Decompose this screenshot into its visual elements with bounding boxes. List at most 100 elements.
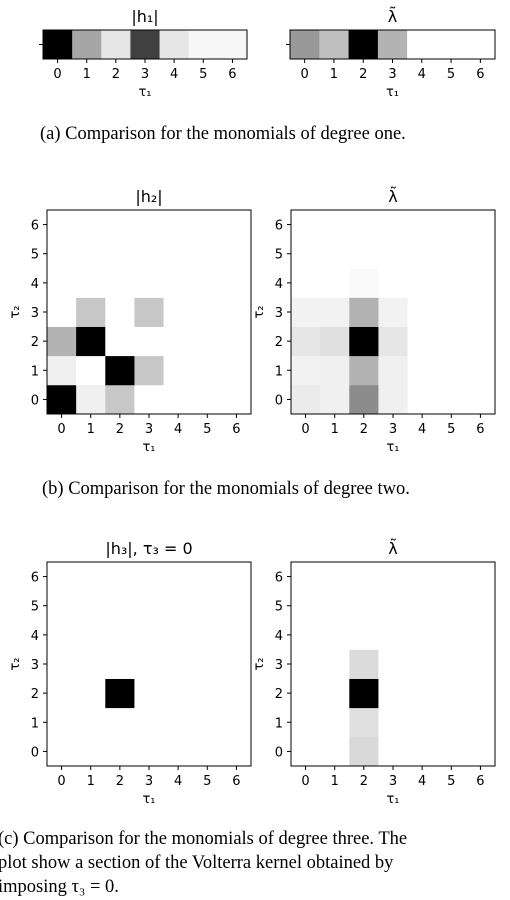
heatmap-cell (291, 210, 321, 240)
heatmap-cell (407, 736, 438, 767)
heatmap-cell (163, 591, 194, 621)
x-tick-label: 3 (388, 67, 396, 82)
heatmap-cell (407, 562, 438, 592)
heatmap-cell (221, 239, 252, 269)
heatmap-cell (407, 707, 438, 738)
x-tick-label: 3 (145, 774, 153, 789)
heatmap-cell (134, 268, 164, 298)
y-tick-label: 1 (275, 364, 283, 379)
heatmap-cell (47, 239, 77, 269)
panel-title: |h₂| (135, 187, 162, 206)
y-tick-label: 6 (31, 219, 39, 234)
heatmap-cell (407, 239, 438, 269)
heatmap-cell (436, 326, 467, 357)
x-tick-label: 3 (389, 422, 397, 437)
heatmap-cell (192, 736, 223, 767)
heatmap-cell (291, 736, 321, 767)
x-tick-label: 0 (57, 422, 65, 437)
heatmap-cell (319, 30, 349, 60)
y-tick-label: 5 (275, 600, 283, 615)
heatmap-cell (105, 326, 135, 357)
heatmap-cell (159, 30, 190, 60)
x-tick-label: 3 (389, 774, 397, 789)
heatmap-cell (407, 620, 438, 650)
heatmap-cell (378, 620, 408, 650)
y-tick-label: 4 (31, 629, 39, 644)
y-tick-label: 3 (31, 658, 39, 673)
heatmap-cell (291, 384, 321, 415)
heatmap-cell (192, 297, 223, 327)
heatmap-cell (407, 649, 438, 679)
x-axis-label: τ₁ (142, 440, 155, 455)
y-tick-label: 4 (275, 277, 283, 292)
heatmap-cell (320, 620, 350, 650)
heatmap-cell (320, 707, 350, 738)
heatmap-cell (163, 268, 194, 298)
heatmap-cell (76, 384, 106, 415)
heatmap-cell (47, 649, 77, 679)
x-tick-label: 3 (141, 67, 149, 82)
heatmap-cell (163, 649, 194, 679)
heatmap-cell (192, 620, 223, 650)
heatmap-cell (349, 326, 379, 357)
heatmap-cell (436, 384, 467, 415)
heatmap-cell (465, 620, 496, 650)
heatmap-cell (163, 210, 194, 240)
heatmap-cell (407, 591, 438, 621)
heatmap-cell (76, 591, 106, 621)
heatmap-cell (320, 678, 350, 709)
heatmap-cell (221, 649, 252, 679)
heatmap-cell (349, 620, 379, 650)
x-axis-label: τ₁ (386, 85, 399, 100)
heatmap-cell (163, 736, 194, 767)
heatmap-cell (76, 620, 106, 650)
heatmap-cell (465, 678, 496, 709)
heatmap-cell (76, 562, 106, 592)
x-tick-label: 0 (301, 67, 309, 82)
x-axis-label: τ₁ (138, 85, 151, 100)
heatmap-cell (163, 355, 194, 386)
heatmap-cell (47, 326, 77, 357)
heatmap-cell (407, 384, 438, 415)
heatmap-cell (47, 591, 77, 621)
heatmap-cell (134, 297, 164, 327)
x-tick-label: 1 (83, 67, 91, 82)
heatmap-cell (221, 384, 252, 415)
heatmap-cell (192, 268, 223, 298)
heatmap-cell (105, 707, 135, 738)
heatmap-cell (47, 707, 77, 738)
heatmap-cell (436, 591, 467, 621)
x-tick-label: 0 (301, 422, 309, 437)
heatmap-cell (163, 297, 194, 327)
heatmap-cell (320, 355, 350, 386)
heatmap-cell (134, 736, 164, 767)
heatmap-cell (291, 591, 321, 621)
heatmap-cell (105, 210, 135, 240)
heatmap-cell (291, 297, 321, 327)
heatmap-cell (291, 562, 321, 592)
y-tick-label: 3 (275, 306, 283, 321)
heatmap-cell (221, 591, 252, 621)
caption-c-line1: (c) Comparison for the monomials of degr… (0, 829, 408, 849)
y-tick-label: 1 (31, 364, 39, 379)
heatmap-cell (436, 210, 467, 240)
heatmap-cell (465, 649, 496, 679)
heatmap-cell (47, 562, 77, 592)
heatmap-cell (192, 591, 223, 621)
x-tick-label: 6 (476, 67, 484, 82)
heatmap-panel-3: 0 1 2 3 4 5 6 0 1 2 3 4 5 6 |h₂| τ₁ τ₂ (8, 187, 252, 455)
heatmap-cell (378, 649, 408, 679)
y-tick-label: 6 (275, 571, 283, 586)
heatmap-cell (349, 239, 379, 269)
heatmap-cell (465, 30, 496, 60)
heatmap-cell (349, 268, 379, 298)
heatmap-cell (163, 562, 194, 592)
heatmap-cell (76, 326, 106, 357)
x-tick-label: 0 (53, 67, 61, 82)
panel-title: λ̃ (388, 539, 397, 558)
heatmap-panel-6: 0 1 2 3 4 5 6 0 1 2 3 4 5 6 λ̃ τ₁ τ₂ (252, 539, 496, 807)
heatmap-cell (465, 591, 496, 621)
heatmap-cell (217, 30, 248, 60)
x-tick-label: 2 (116, 774, 124, 789)
